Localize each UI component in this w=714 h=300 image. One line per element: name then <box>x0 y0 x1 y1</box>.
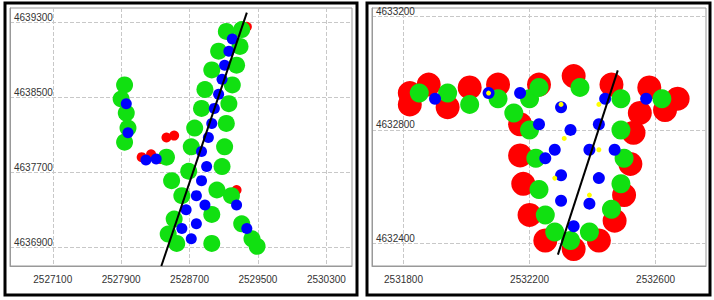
svg-text:4638500: 4638500 <box>14 87 53 98</box>
svg-text:2527900: 2527900 <box>102 274 141 285</box>
svg-text:4633200: 4633200 <box>376 6 415 17</box>
svg-text:2527100: 2527100 <box>33 274 72 285</box>
svg-text:2529500: 2529500 <box>238 274 277 285</box>
svg-text:4636900: 4636900 <box>14 237 53 248</box>
svg-text:4632800: 4632800 <box>376 119 415 130</box>
svg-text:4632400: 4632400 <box>376 233 415 244</box>
svg-text:2532600: 2532600 <box>636 274 675 285</box>
svg-text:2532200: 2532200 <box>510 274 549 285</box>
svg-text:4637700: 4637700 <box>14 162 53 173</box>
svg-text:2530300: 2530300 <box>307 274 346 285</box>
svg-text:2531800: 2531800 <box>384 274 423 285</box>
svg-text:2528700: 2528700 <box>170 274 209 285</box>
svg-text:4639300: 4639300 <box>14 12 53 23</box>
